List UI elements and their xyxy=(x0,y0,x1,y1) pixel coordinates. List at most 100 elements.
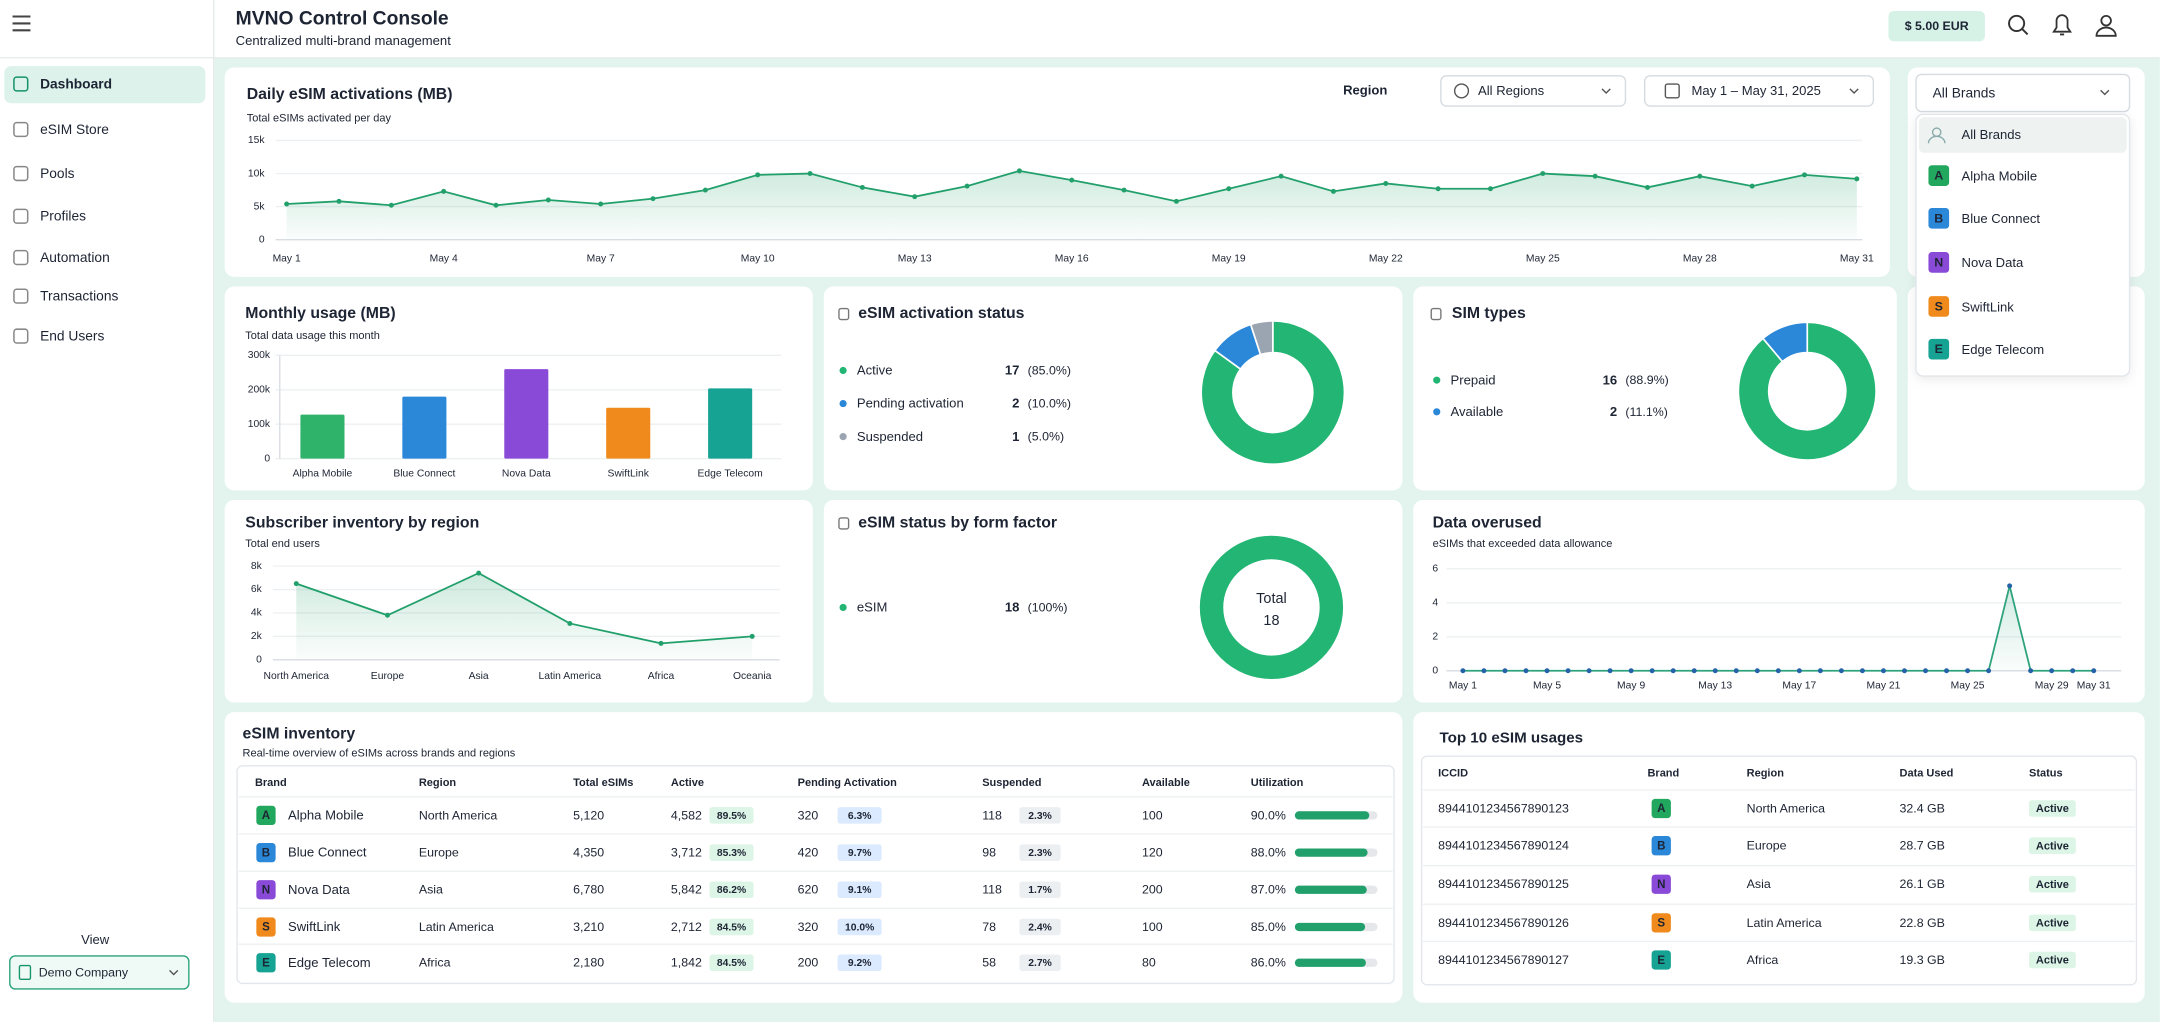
brand-icon-letter: E xyxy=(1657,955,1665,967)
suspended-pct-bg xyxy=(1019,954,1061,972)
y-tick-label: 0 xyxy=(264,453,270,464)
region-label: Region xyxy=(1343,82,1387,97)
point xyxy=(964,183,970,189)
active-pct-bg xyxy=(709,918,754,936)
x-tick-label: Blue Connect xyxy=(393,469,455,480)
legend-share: (5.0%) xyxy=(1028,430,1064,444)
column-header: Utilization xyxy=(1251,777,1304,789)
nav-item[interactable]: Profiles xyxy=(40,209,86,224)
active-pct-bg xyxy=(709,807,754,824)
point xyxy=(493,202,499,208)
search-icon[interactable] xyxy=(2008,14,2026,32)
view-select[interactable] xyxy=(9,955,190,990)
cell: 8944101234567890125 xyxy=(1438,877,1569,891)
nav-item[interactable]: eSIM Store xyxy=(40,122,109,137)
region-select[interactable] xyxy=(1440,75,1627,107)
brand-icon xyxy=(1651,798,1671,819)
brand-select[interactable] xyxy=(1915,73,2131,113)
x-tick-label: Asia xyxy=(469,671,489,682)
nav-item[interactable]: Automation xyxy=(40,250,110,265)
view-label: View xyxy=(81,932,110,947)
nav-item[interactable]: End Users xyxy=(40,328,104,343)
nav-item[interactable]: Pools xyxy=(40,166,75,181)
column-header: Active xyxy=(671,777,704,789)
legend-label: Active xyxy=(857,363,893,378)
active-pct: 86.2% xyxy=(717,885,746,896)
cell: 1,842 xyxy=(671,956,702,970)
chart-subtitle: Total data usage this month xyxy=(245,330,380,342)
x-tick-label: May 9 xyxy=(1617,681,1645,692)
suspended-pct-bg xyxy=(1019,807,1061,824)
y-tick-label: 8k xyxy=(251,561,263,572)
legend-label: Prepaid xyxy=(1451,372,1496,387)
cell: 320 xyxy=(798,808,819,822)
brand-option-icon xyxy=(1928,207,1950,229)
column-header: Suspended xyxy=(982,777,1041,789)
y-tick-label: 15k xyxy=(248,135,265,146)
legend-share: (10.0%) xyxy=(1028,397,1071,411)
point xyxy=(2028,668,2034,674)
point xyxy=(284,201,290,207)
column-header: Region xyxy=(419,777,457,789)
donut-center-label: Total xyxy=(1256,591,1287,607)
point xyxy=(1226,186,1232,192)
point xyxy=(336,198,342,204)
legend-value: 16 xyxy=(1603,372,1618,387)
donut-segment xyxy=(1200,320,1346,465)
brand-icon xyxy=(256,917,276,937)
x-tick-label: May 13 xyxy=(1698,681,1732,692)
legend-value: 18 xyxy=(1005,600,1020,615)
utilization-bar xyxy=(1294,885,1367,894)
column-header: Data Used xyxy=(1900,767,1954,779)
point xyxy=(658,640,664,646)
nav-item[interactable]: Transactions xyxy=(40,288,118,303)
user-icon[interactable] xyxy=(2100,14,2112,27)
x-tick-label: Europe xyxy=(371,671,405,682)
point xyxy=(859,184,865,190)
point xyxy=(702,187,708,193)
brand-option[interactable]: SwiftLink xyxy=(1962,299,2015,314)
point xyxy=(1173,198,1179,204)
y-tick-label: 6 xyxy=(1432,564,1438,575)
bell-icon[interactable] xyxy=(2052,14,2072,36)
brand-icon xyxy=(256,880,276,900)
cell: Africa xyxy=(419,956,451,970)
point xyxy=(1069,177,1075,183)
cell: 200 xyxy=(1142,883,1163,897)
brand-icon xyxy=(1651,874,1671,894)
chevron-icon xyxy=(2100,89,2110,96)
status-badge-bg xyxy=(2029,951,2076,969)
brand-option-icon xyxy=(1928,252,1950,273)
cell: 4,582 xyxy=(671,808,702,822)
brand-option-icon-letter: E xyxy=(1935,342,1943,356)
point xyxy=(1460,668,1466,674)
date-select[interactable] xyxy=(1644,75,1875,107)
y-tick-label: 0 xyxy=(259,234,265,245)
chart-title: Subscriber inventory by region xyxy=(245,515,479,532)
brand-icon-letter: A xyxy=(1657,803,1666,815)
brand-option[interactable]: Alpha Mobile xyxy=(1962,168,2038,183)
y-tick-label: 5k xyxy=(254,201,266,212)
legend-dot xyxy=(1433,408,1441,416)
nav-item[interactable]: Dashboard xyxy=(40,76,112,91)
active-pct-bg xyxy=(709,881,754,899)
brand-option[interactable]: Edge Telecom xyxy=(1962,342,2045,357)
point xyxy=(1817,668,1823,674)
brand-option[interactable]: All Brands xyxy=(1962,127,2022,142)
column-header: Brand xyxy=(255,777,287,789)
point xyxy=(1330,188,1336,194)
brand-option[interactable]: Nova Data xyxy=(1962,255,2025,270)
brand-icon-letter: B xyxy=(262,847,270,859)
brand-option[interactable]: Blue Connect xyxy=(1962,211,2041,226)
point xyxy=(1644,184,1650,190)
status-badge: Active xyxy=(2036,840,2069,852)
legend-dot xyxy=(839,366,847,375)
x-tick-label: May 25 xyxy=(1526,254,1560,265)
point xyxy=(1383,180,1389,186)
point xyxy=(384,612,390,618)
app-subtitle: Centralized multi-brand management xyxy=(236,33,452,48)
pending-pct: 9.2% xyxy=(848,958,872,969)
title-icon xyxy=(838,517,850,530)
point xyxy=(1670,668,1676,674)
bar xyxy=(606,407,651,459)
